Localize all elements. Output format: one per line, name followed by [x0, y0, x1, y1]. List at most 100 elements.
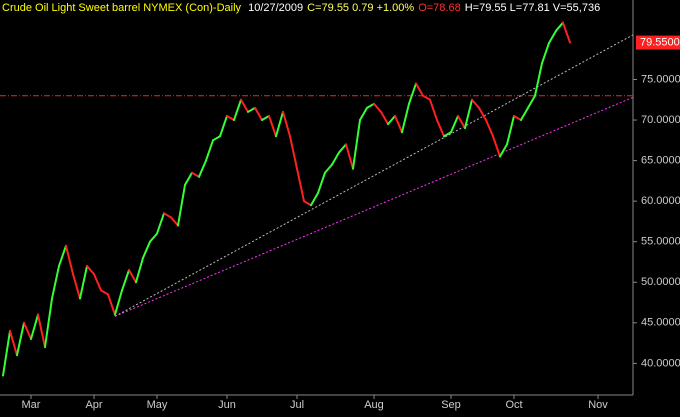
price-segment: [415, 82, 424, 97]
price-segment: [338, 143, 347, 154]
x-tick-label: Nov: [588, 399, 608, 411]
last-value-box: [636, 35, 680, 50]
price-segment: [247, 106, 256, 113]
price-segment: [233, 98, 242, 122]
price-segment: [562, 21, 571, 44]
price-segment: [149, 232, 158, 243]
price-segment: [436, 119, 445, 138]
price-segment: [58, 244, 67, 268]
price-segment: [534, 62, 543, 97]
price-segment: [191, 171, 200, 178]
price-segment: [121, 269, 130, 292]
price-segment: [513, 114, 522, 122]
price-segment: [541, 41, 550, 65]
price-segment: [44, 297, 53, 349]
price-segment: [310, 192, 319, 207]
price-segment: [401, 102, 410, 134]
price-segment: [163, 212, 172, 219]
price-segment: [282, 110, 291, 138]
price-segment: [65, 244, 74, 276]
y-tick-label: 40.0000: [641, 357, 680, 369]
price-segment: [555, 21, 564, 32]
price-segment: [464, 98, 473, 130]
y-tick-label: 60.0000: [641, 195, 680, 207]
x-tick-label: Sep: [441, 399, 461, 411]
price-segment: [492, 135, 501, 158]
x-tick-label: Aug: [364, 399, 384, 411]
header-field: C=79.55 0.79 +1.00%: [307, 2, 414, 14]
price-segment: [79, 265, 88, 300]
x-tick-label: Oct: [505, 399, 522, 411]
price-segment: [135, 256, 144, 284]
price-segment: [198, 159, 207, 178]
y-tick-label: 55.0000: [641, 236, 680, 248]
price-segment: [100, 289, 109, 296]
x-tick-label: Jul: [290, 399, 304, 411]
price-segment: [107, 293, 116, 316]
price-segment: [373, 102, 382, 113]
price-segment: [128, 269, 137, 284]
price-segment: [506, 114, 515, 146]
price-segment: [296, 167, 305, 203]
price-segment: [275, 110, 284, 138]
price-segment: [114, 289, 123, 316]
price-segment: [177, 183, 186, 227]
header-field: O=78.68: [418, 2, 461, 14]
price-segment: [268, 114, 277, 138]
price-segment: [226, 114, 235, 122]
price-segment: [240, 98, 249, 113]
price-segment: [72, 273, 81, 300]
price-segment: [422, 94, 431, 101]
y-tick-label: 70.0000: [641, 114, 680, 126]
price-segment: [387, 114, 396, 126]
price-segment: [450, 114, 459, 134]
price-segment: [37, 313, 46, 349]
price-segment: [254, 106, 263, 122]
price-segment: [478, 106, 487, 122]
price-segment: [394, 114, 403, 134]
y-tick-label: 75.0000: [641, 73, 680, 85]
price-segment: [30, 313, 39, 341]
x-tick-label: Jun: [218, 399, 236, 411]
price-segment: [429, 98, 438, 122]
y-tick-label: 65.0000: [641, 155, 680, 167]
price-segment: [408, 82, 417, 105]
price-segment: [170, 216, 179, 227]
price-segment: [527, 94, 536, 109]
price-segment: [23, 321, 32, 341]
x-tick-label: Mar: [22, 399, 41, 411]
price-segment: [2, 329, 11, 377]
price-segment: [86, 265, 95, 276]
header-field: 10/27/2009: [248, 2, 303, 14]
trend-line: [114, 96, 634, 317]
price-segment: [156, 212, 165, 235]
x-tick-label: Apr: [85, 399, 102, 411]
last-value-label: 79.5500: [640, 36, 680, 48]
price-segment: [359, 106, 368, 122]
price-segment: [324, 163, 333, 174]
chart-title: Crude Oil Light Sweet barrel NYMEX (Con)…: [2, 2, 242, 14]
price-segment: [219, 114, 228, 138]
price-segment: [331, 151, 340, 166]
price-segment: [345, 143, 354, 170]
price-segment: [457, 114, 466, 130]
price-segment: [366, 102, 375, 109]
price-segment: [184, 171, 193, 186]
price-segment: [142, 240, 151, 259]
price-segment: [352, 119, 361, 170]
price-segment: [471, 98, 480, 109]
price-segment: [9, 329, 18, 357]
price-segment: [443, 131, 452, 138]
header-field: H=79.55 L=77.81 V=55,736: [465, 2, 600, 14]
price-segment: [548, 29, 557, 44]
price-segment: [205, 139, 214, 162]
price-segment: [303, 200, 312, 207]
price-segment: [317, 171, 326, 195]
price-segment: [261, 114, 270, 122]
price-segment: [380, 110, 389, 126]
price-segment: [212, 135, 221, 142]
x-tick-label: May: [147, 399, 168, 411]
